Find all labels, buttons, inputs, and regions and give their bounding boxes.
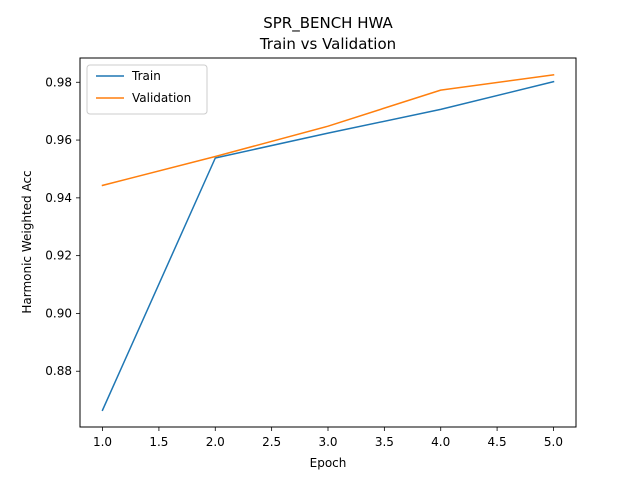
x-tick-label: 3.5: [375, 435, 394, 449]
x-axis-label: Epoch: [310, 456, 347, 470]
y-tick-label: 0.98: [45, 75, 72, 89]
legend-train-label: Train: [131, 69, 161, 83]
x-tick-label: 4.5: [488, 435, 507, 449]
y-tick-label: 0.88: [45, 364, 72, 378]
legend: Train Validation: [86, 64, 208, 115]
y-tick-label: 0.96: [45, 133, 72, 147]
y-axis-ticks: 0.88 0.90 0.92 0.94 0.96 0.98: [45, 75, 80, 378]
plot-area: [80, 58, 576, 427]
y-axis-label: Harmonic Weighted Acc: [20, 170, 34, 313]
series-line-train: [101, 80, 555, 412]
legend-validation-label: Validation: [132, 91, 191, 105]
plot-frame: [79, 57, 577, 428]
y-tick-label: 0.90: [45, 306, 72, 320]
y-tick-label: 0.92: [45, 249, 72, 263]
x-tick-label: 1.5: [149, 435, 168, 449]
chart-title: SPR_BENCH HWA: [263, 14, 393, 33]
x-tick-label: 4.0: [431, 435, 450, 449]
series-line-validation: [101, 73, 555, 187]
y-tick-label: 0.94: [45, 191, 72, 205]
chart-subtitle: Train vs Validation: [259, 35, 396, 53]
x-axis-ticks: 1.0 1.5 2.0 2.5 3.0 3.5 4.0 4.5 5.0: [93, 427, 563, 449]
x-tick-label: 3.0: [318, 435, 337, 449]
legend-box: [86, 64, 208, 115]
x-tick-label: 2.5: [262, 435, 281, 449]
x-tick-label: 2.0: [206, 435, 225, 449]
x-tick-label: 1.0: [93, 435, 112, 449]
x-tick-label: 5.0: [544, 435, 563, 449]
series-layer: [101, 73, 555, 412]
